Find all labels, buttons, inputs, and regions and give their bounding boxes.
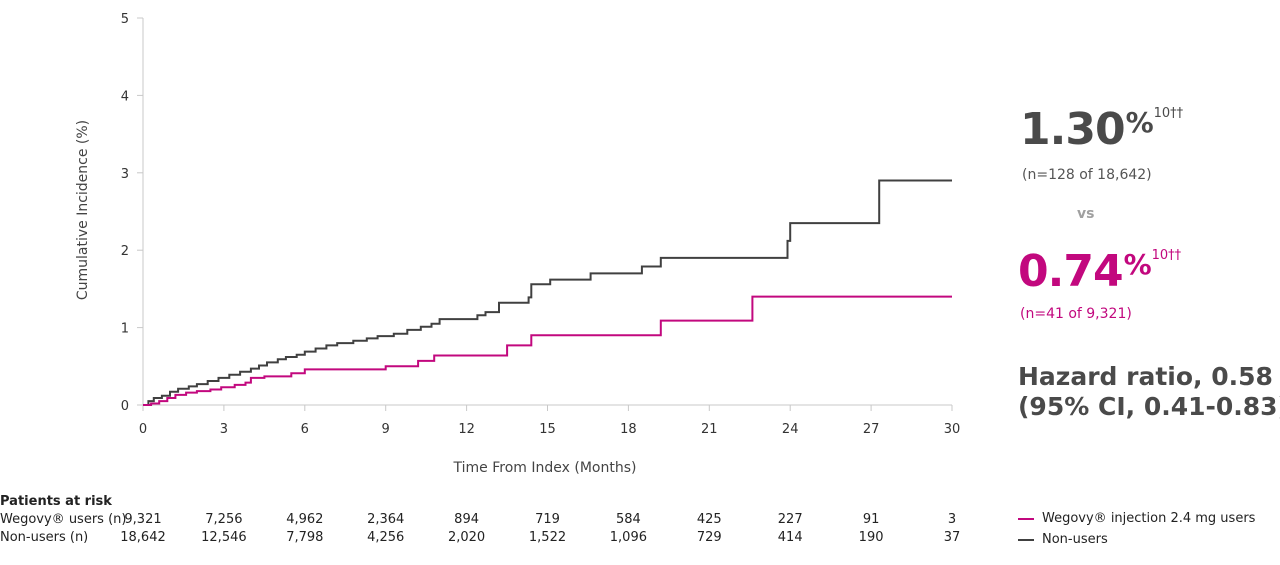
hazard-ratio: Hazard ratio, 0.58 (95% CI, 0.41-0.83)	[1018, 362, 1280, 422]
risk-cell-wegovy: 7,256	[205, 512, 243, 527]
risk-cell-wegovy: 227	[777, 512, 803, 527]
y-tick-label: 0	[121, 399, 129, 414]
y-tick-label: 4	[121, 89, 129, 104]
risk-cell-wegovy: 584	[615, 512, 641, 527]
risk-cell-non-users: 729	[696, 530, 722, 545]
risk-cell-wegovy: 894	[454, 512, 480, 527]
wegovy-footnote: 10††	[1151, 248, 1182, 263]
wegovy-count: (n=41 of 9,321)	[1020, 306, 1132, 322]
x-tick-label: 12	[458, 422, 475, 437]
non-users-incidence: 1.30%10††	[1020, 104, 1183, 155]
wegovy-series-line	[143, 295, 952, 406]
risk-cell-non-users: 18,642	[120, 530, 166, 545]
risk-cell-wegovy: 9,321	[124, 512, 162, 527]
wegovy-percent-sign: %	[1123, 248, 1152, 281]
risk-table-title: Patients at risk	[0, 494, 112, 509]
risk-cell-non-users: 7,798	[286, 530, 324, 545]
risk-cell-wegovy: 425	[696, 512, 722, 527]
risk-cell-wegovy: 719	[535, 512, 560, 527]
legend-label-non-users: Non-users	[1042, 532, 1108, 547]
x-tick-label: 9	[382, 422, 390, 437]
non-users-value: 1.30	[1020, 104, 1126, 155]
risk-cell-non-users: 1,096	[609, 530, 647, 545]
risk-cell-wegovy: 2,364	[367, 512, 405, 527]
non-users-percent-sign: %	[1125, 106, 1154, 139]
risk-cell-wegovy: 4,962	[286, 512, 324, 527]
x-tick-label: 24	[782, 422, 799, 437]
legend-swatch-non-users	[1018, 538, 1034, 541]
y-tick-label: 3	[121, 167, 129, 182]
risk-row-label-wegovy: Wegovy® users (n)	[0, 512, 127, 527]
risk-cell-non-users: 190	[858, 530, 884, 545]
x-tick-label: 21	[701, 422, 718, 437]
y-tick-label: 5	[121, 12, 129, 27]
risk-cell-non-users: 414	[777, 530, 803, 545]
x-tick-label: 27	[863, 422, 880, 437]
x-tick-label: 3	[220, 422, 228, 437]
series-layer	[143, 179, 952, 406]
risk-cell-non-users: 12,546	[201, 530, 247, 545]
risk-cell-wegovy: 91	[862, 512, 880, 527]
risk-cell-non-users: 37	[943, 530, 961, 545]
confidence-interval-line: (95% CI, 0.41-0.83)	[1018, 392, 1280, 421]
non-users-footnote: 10††	[1153, 106, 1184, 121]
x-tick-label: 18	[620, 422, 637, 437]
legend-swatch-wegovy	[1018, 517, 1034, 520]
x-tick-label: 30	[944, 422, 961, 437]
wegovy-value: 0.74	[1018, 246, 1124, 297]
vs-label: vs	[1077, 206, 1095, 222]
non-users-series-line	[143, 179, 952, 406]
risk-cell-wegovy: 3	[947, 512, 957, 527]
risk-cell-non-users: 2,020	[447, 530, 486, 545]
wegovy-incidence: 0.74%10††	[1018, 246, 1181, 297]
y-tick-label: 2	[121, 244, 129, 259]
legend-item-wegovy: Wegovy® injection 2.4 mg users	[1018, 511, 1255, 526]
x-tick-label: 0	[139, 422, 147, 437]
risk-cell-non-users: 1,522	[528, 530, 567, 545]
non-users-count: (n=128 of 18,642)	[1022, 167, 1152, 183]
hazard-ratio-line: Hazard ratio, 0.58	[1018, 362, 1273, 391]
y-tick-label: 1	[121, 322, 129, 337]
legend-label-wegovy: Wegovy® injection 2.4 mg users	[1042, 511, 1256, 526]
x-axis-title: Time From Index (Months)	[453, 460, 637, 476]
risk-cell-non-users: 4,256	[367, 530, 405, 545]
legend-item-non-users: Non-users	[1018, 532, 1108, 547]
x-tick-label: 6	[301, 422, 309, 437]
x-tick-label: 15	[539, 422, 556, 437]
risk-row-label-non-users: Non-users (n)	[0, 530, 89, 545]
y-axis-title: Cumulative Incidence (%)	[75, 120, 91, 300]
